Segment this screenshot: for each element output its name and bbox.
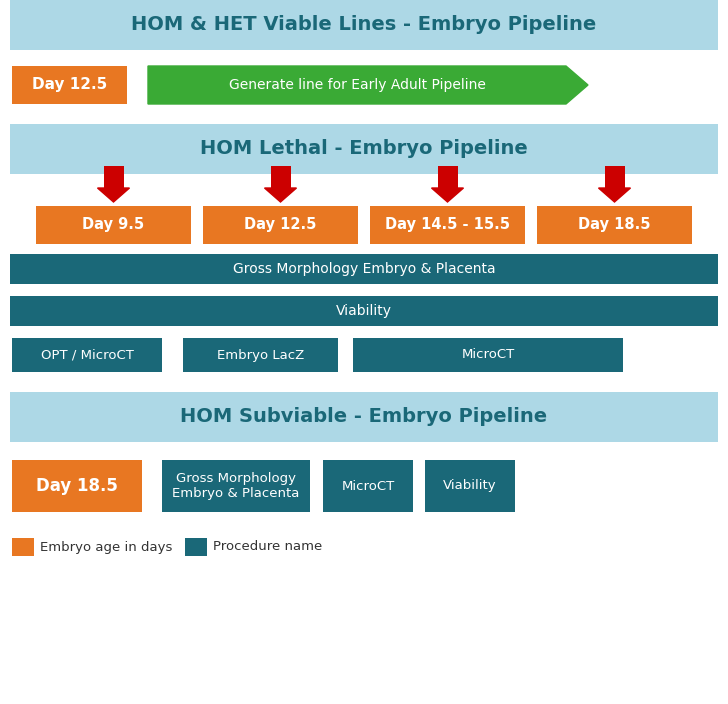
Text: Embryo LacZ: Embryo LacZ xyxy=(217,348,304,361)
Text: Gross Morphology
Embryo & Placenta: Gross Morphology Embryo & Placenta xyxy=(173,472,300,500)
Bar xyxy=(271,166,290,188)
Polygon shape xyxy=(598,188,630,202)
Bar xyxy=(537,206,692,244)
Text: MicroCT: MicroCT xyxy=(462,348,515,361)
Text: HOM & HET Viable Lines - Embryo Pipeline: HOM & HET Viable Lines - Embryo Pipeline xyxy=(131,15,597,34)
Text: Generate line for Early Adult Pipeline: Generate line for Early Adult Pipeline xyxy=(229,78,486,92)
Bar xyxy=(185,538,207,556)
Text: Viability: Viability xyxy=(336,304,392,318)
Text: Day 12.5: Day 12.5 xyxy=(245,218,317,232)
Polygon shape xyxy=(148,66,588,104)
Text: Procedure name: Procedure name xyxy=(213,541,323,553)
Text: Day 18.5: Day 18.5 xyxy=(578,218,651,232)
Bar xyxy=(203,206,358,244)
Text: HOM Lethal - Embryo Pipeline: HOM Lethal - Embryo Pipeline xyxy=(200,139,528,158)
Text: HOM Subviable - Embryo Pipeline: HOM Subviable - Embryo Pipeline xyxy=(181,408,547,427)
Bar xyxy=(10,124,718,174)
Bar xyxy=(10,296,718,326)
Text: Embryo age in days: Embryo age in days xyxy=(40,541,173,553)
Bar xyxy=(183,338,338,372)
Bar xyxy=(10,254,718,284)
Bar xyxy=(370,206,525,244)
Bar xyxy=(353,338,623,372)
Bar xyxy=(12,460,142,512)
Text: Viability: Viability xyxy=(443,479,496,493)
Text: Day 9.5: Day 9.5 xyxy=(82,218,145,232)
Text: Day 12.5: Day 12.5 xyxy=(32,77,107,92)
Bar xyxy=(10,0,718,50)
Bar xyxy=(12,338,162,372)
Bar xyxy=(162,460,310,512)
Bar xyxy=(323,460,413,512)
Bar xyxy=(103,166,124,188)
Polygon shape xyxy=(98,188,130,202)
Text: Gross Morphology Embryo & Placenta: Gross Morphology Embryo & Placenta xyxy=(233,262,495,276)
Bar xyxy=(10,392,718,442)
Bar xyxy=(12,66,127,104)
Bar xyxy=(438,166,457,188)
Text: OPT / MicroCT: OPT / MicroCT xyxy=(41,348,133,361)
Text: Day 14.5 - 15.5: Day 14.5 - 15.5 xyxy=(385,218,510,232)
Text: MicroCT: MicroCT xyxy=(341,479,395,493)
Polygon shape xyxy=(432,188,464,202)
Bar xyxy=(425,460,515,512)
Bar xyxy=(36,206,191,244)
Bar xyxy=(604,166,625,188)
Polygon shape xyxy=(264,188,296,202)
Text: Day 18.5: Day 18.5 xyxy=(36,477,118,495)
Bar xyxy=(12,538,34,556)
